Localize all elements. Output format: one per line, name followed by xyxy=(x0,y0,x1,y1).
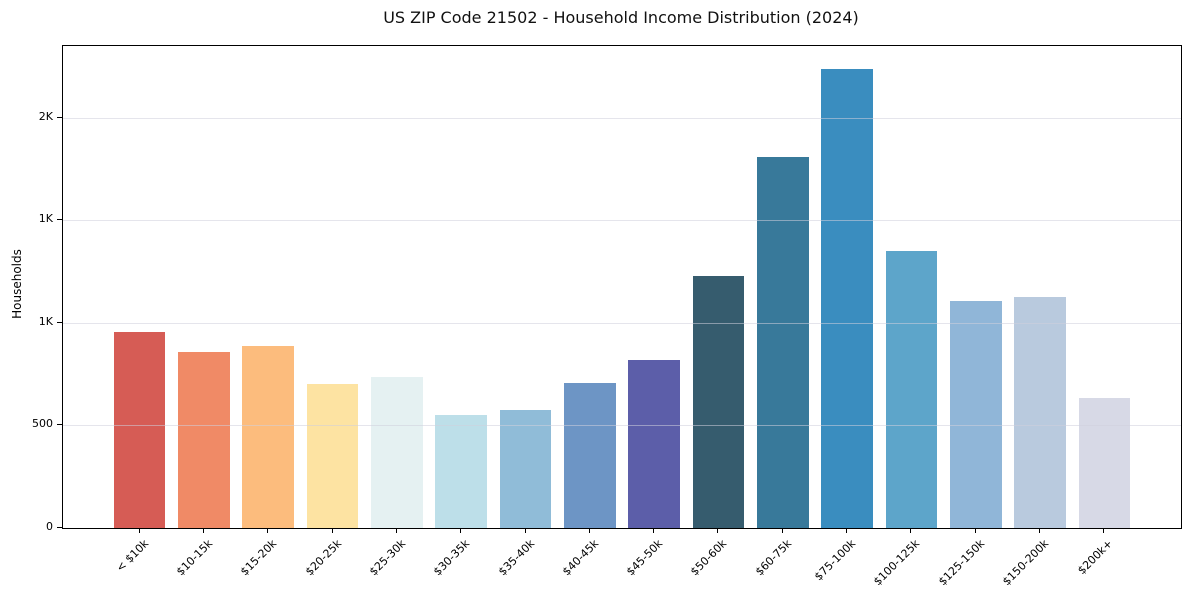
bar-$200k+ xyxy=(1078,397,1131,528)
x-tick-mark xyxy=(1039,528,1041,533)
x-tick-label: $40-45k xyxy=(559,537,602,579)
x-tick-mark xyxy=(395,528,397,533)
x-tick-mark xyxy=(717,528,719,533)
x-tick-label: $30-35k xyxy=(431,537,473,579)
x-tick-mark xyxy=(202,528,204,533)
chart-title: US ZIP Code 21502 - Household Income Dis… xyxy=(383,8,859,27)
bar-$45-50k xyxy=(628,359,680,528)
x-tick-label: $100-125k xyxy=(871,537,923,589)
gridline-y-500 xyxy=(63,425,1181,427)
gridline-y-2000 xyxy=(63,117,1181,119)
x-tick-label: $15-20k xyxy=(238,537,280,579)
x-tick-mark xyxy=(331,528,333,533)
x-tick-mark xyxy=(460,528,462,533)
gridline-y-1000 xyxy=(63,322,1181,324)
x-tick-label: $45-50k xyxy=(624,537,666,579)
bar-$60-75k xyxy=(757,156,809,528)
x-tick-mark xyxy=(781,528,783,533)
y-tick-label: 1K xyxy=(38,314,53,328)
x-tick-mark xyxy=(974,528,976,533)
bar-$20-25k xyxy=(306,384,359,528)
bar-$25-30k xyxy=(371,377,423,528)
x-tick-mark xyxy=(524,528,526,533)
x-tick-label: $50-60k xyxy=(688,537,730,579)
x-tick-mark xyxy=(846,528,848,533)
y-tick-label: 1K xyxy=(38,212,53,226)
bar-$40-45k xyxy=(564,383,616,528)
x-tick-label: $75-100k xyxy=(812,537,859,584)
bar-$35-40k xyxy=(499,410,552,528)
x-tick-mark xyxy=(910,528,912,533)
bar-$15-20k xyxy=(242,346,294,528)
x-tick-label: $125-150k xyxy=(935,537,987,589)
y-tick-mark xyxy=(57,321,62,323)
x-tick-mark xyxy=(267,528,269,533)
gridline-y-1500 xyxy=(63,220,1181,222)
y-tick-mark xyxy=(57,116,62,118)
bar-$150-200k xyxy=(1014,297,1066,528)
x-tick-label: < $10k xyxy=(113,537,151,575)
x-tick-label: $200k+ xyxy=(1075,537,1116,578)
bar-$10-15k xyxy=(178,351,230,528)
y-tick-mark xyxy=(57,219,62,221)
plot-area xyxy=(62,45,1182,529)
y-tick-mark xyxy=(57,424,62,426)
x-tick-label: $35-40k xyxy=(495,537,537,579)
bar-< $10k xyxy=(113,332,166,528)
bar-$75-100k xyxy=(821,68,873,528)
y-tick-label: 2K xyxy=(38,109,53,123)
y-tick-label: 500 xyxy=(32,417,53,431)
x-tick-label: $20-25k xyxy=(302,537,344,579)
bar-$125-150k xyxy=(950,301,1002,528)
x-tick-label: $10-15k xyxy=(173,537,216,579)
bar-$50-60k xyxy=(692,275,745,528)
y-tick-mark xyxy=(57,527,62,528)
x-tick-label: $25-30k xyxy=(366,537,409,579)
x-tick-mark xyxy=(588,528,590,533)
bar-$30-35k xyxy=(435,415,487,528)
x-tick-mark xyxy=(1103,528,1105,533)
x-tick-mark xyxy=(138,528,140,533)
y-tick-label: 0 xyxy=(46,520,53,533)
bar-$100-125k xyxy=(885,251,938,528)
x-tick-label: $60-75k xyxy=(752,537,795,579)
x-tick-label: $150-200k xyxy=(1000,537,1052,589)
x-tick-mark xyxy=(653,528,655,533)
